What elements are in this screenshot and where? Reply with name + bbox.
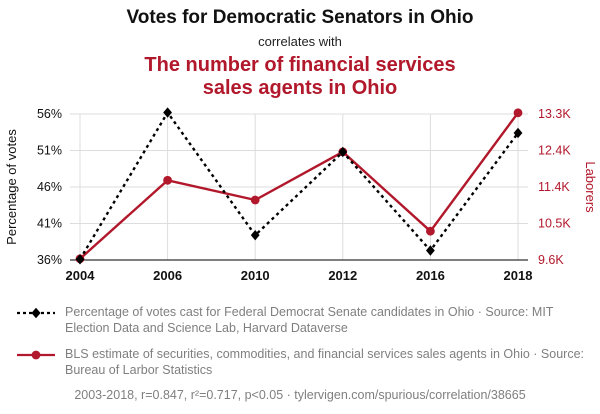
votes-marker	[513, 127, 523, 139]
page-title: Votes for Democratic Senators in Ohio	[126, 7, 474, 28]
agents-legend-glyph	[17, 350, 55, 360]
x-tick-label: 2016	[416, 268, 445, 283]
x-tick-label: 2012	[328, 268, 357, 283]
votes-marker	[75, 253, 85, 265]
votes-series-marker-icon	[16, 304, 56, 325]
legend: Percentage of votes cast for Federal Dem…	[0, 300, 600, 379]
votes-marker	[426, 245, 435, 256]
votes-legend-glyph	[17, 307, 55, 319]
legend-diamond	[31, 307, 41, 319]
left-tick-label: 51%	[37, 143, 62, 157]
right-tick-label: 10.5K	[538, 216, 571, 230]
agents-marker	[426, 226, 435, 236]
votes-marker	[338, 146, 348, 158]
right-tick-label: 9.6K	[538, 253, 564, 267]
legend-circle	[31, 350, 41, 360]
footer-stats: 2003-2018, r=0.847, r²=0.717, p<0.05 · t…	[74, 387, 526, 402]
agents-marker	[163, 175, 173, 185]
legend-text-votes: Percentage of votes cast for Federal Dem…	[65, 304, 554, 336]
agents-marker	[513, 108, 523, 118]
x-tick-label: 2018	[504, 268, 533, 283]
correlates-with-text: correlates with	[258, 33, 342, 49]
right-tick-label: 11.4K	[538, 180, 570, 194]
agents-marker	[250, 195, 260, 205]
x-tick-label: 2010	[241, 268, 270, 283]
votes-marker	[163, 107, 172, 118]
left-tick-label: 46%	[37, 180, 62, 194]
votes-line	[78, 110, 519, 260]
x-tick-label: 2004	[66, 268, 96, 283]
agents-series-marker-icon	[16, 346, 56, 367]
chart-header: Votes for Democratic Senators in Ohio co…	[0, 7, 600, 100]
votes-marker	[250, 229, 260, 241]
right-axis-label: Laborers	[583, 161, 598, 213]
agents-line	[79, 111, 519, 260]
right-tick-label: 13.3K	[538, 107, 571, 121]
left-tick-label: 41%	[37, 216, 62, 230]
secondary-title: The number of financial services sales a…	[144, 53, 456, 99]
x-tick-label: 2006	[153, 268, 182, 283]
legend-item-agents: BLS estimate of securities, commodities,…	[16, 346, 584, 379]
left-tick-label: 36%	[37, 253, 62, 267]
left-tick-label: 56%	[37, 107, 62, 121]
legend-item-votes: Percentage of votes cast for Federal Dem…	[16, 304, 584, 337]
right-tick-label: 12.4K	[538, 143, 571, 157]
left-axis-label: Percentage of votes	[4, 129, 19, 245]
legend-text-agents: BLS estimate of securities, commodities,…	[65, 346, 584, 378]
chart-svg: 36% 9.6K 41% 10.5K 46% 11.4K 51% 12.4K 56% 13.3K 2…	[4, 107, 598, 283]
correlation-chart: 36% 9.6K 41% 10.5K 46% 11.4K 51% 12.4K 56% 13.3K 2…	[0, 100, 600, 300]
